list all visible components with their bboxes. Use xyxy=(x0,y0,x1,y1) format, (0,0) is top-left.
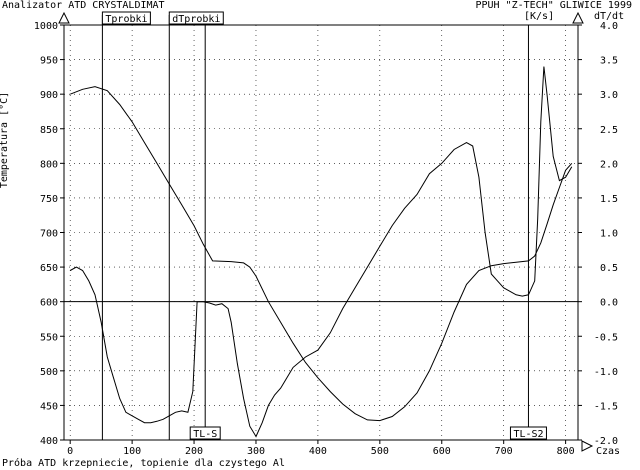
x-tick-label: 600 xyxy=(433,446,451,457)
y-axis-label: Temperatura [°C] xyxy=(0,92,10,188)
axis-ticks: 4004505005506006507007508008509009501000… xyxy=(34,11,618,457)
left-axis-arrow xyxy=(58,11,70,24)
x-tick-label: 700 xyxy=(495,446,513,457)
marker-label-box xyxy=(189,426,221,440)
y2-tick-label: 4.0 xyxy=(600,21,618,32)
y2-tick-label: 2.0 xyxy=(600,159,618,170)
x-tick-label: 400 xyxy=(309,446,327,457)
x-tick-label: 300 xyxy=(247,446,265,457)
derivative-series-line xyxy=(69,66,573,438)
plot-frame xyxy=(63,24,579,441)
y-tick-label: 550 xyxy=(40,332,58,343)
y2-tick-label: 3.5 xyxy=(600,56,618,67)
y-tick-label: 1000 xyxy=(34,21,58,32)
x-tick-label: 800 xyxy=(557,446,575,457)
right-axis-arrow xyxy=(572,11,584,24)
y-tick-label: 750 xyxy=(40,194,58,205)
right-axis-symbol: dT/dt xyxy=(594,11,625,22)
y-tick-label: 400 xyxy=(40,436,58,447)
y-tick-label: 900 xyxy=(40,90,58,101)
marker-label-box xyxy=(101,11,151,25)
y-tick-label: 500 xyxy=(40,367,58,378)
y-tick-label: 450 xyxy=(40,401,58,412)
y-tick-label: 650 xyxy=(40,263,58,274)
y2-tick-label: -2.0 xyxy=(594,436,618,447)
footer-caption: Próba ATD krzepniecie, topienie dla czys… xyxy=(2,458,285,469)
y2-tick-label: -0.5 xyxy=(594,332,618,343)
y2-tick-label: 0.0 xyxy=(600,298,618,309)
marker-label: TL-S2 xyxy=(513,429,543,440)
y-tick-label: 700 xyxy=(40,229,58,240)
x-tick-label: 200 xyxy=(185,446,203,457)
y2-tick-label: 0.5 xyxy=(600,263,618,274)
marker-label: dTprobki xyxy=(172,14,220,25)
right-axis-unit: [K/s] xyxy=(524,11,555,22)
marker-label-box xyxy=(168,11,224,25)
x-tick-label: 0 xyxy=(67,446,73,457)
x-tick-label: 500 xyxy=(371,446,389,457)
vertical-markers: Tprobki dTprobki TL-S TL-S2 xyxy=(101,11,547,440)
y-tick-label: 600 xyxy=(40,298,58,309)
y2-tick-label: 3.0 xyxy=(600,90,618,101)
y-tick-label: 800 xyxy=(40,159,58,170)
x-tick-label: 100 xyxy=(123,446,141,457)
chart-title-right: PPUH "Z-TECH" GLIWICE 1999 xyxy=(475,0,632,11)
y-tick-label: 950 xyxy=(40,56,58,67)
y2-tick-label: -1.5 xyxy=(594,401,618,412)
y2-tick-label: 2.5 xyxy=(600,125,618,136)
marker-label: Tprobki xyxy=(105,14,147,25)
y-tick-label: 850 xyxy=(40,125,58,136)
chart-title-left: Analizator ATD CRYSTALDIMAT xyxy=(2,0,165,11)
grid xyxy=(64,25,578,440)
chart-marks xyxy=(69,66,573,438)
marker-label: TL-S xyxy=(193,429,217,440)
y2-tick-label: 1.5 xyxy=(600,194,618,205)
y2-tick-label: 1.0 xyxy=(600,229,618,240)
x-axis-arrow xyxy=(581,440,594,452)
marker-label-box xyxy=(509,426,547,440)
temperature-series-line xyxy=(70,86,573,422)
x-axis-label: Czas xyxy=(596,446,621,457)
y2-tick-label: -1.0 xyxy=(594,367,618,378)
